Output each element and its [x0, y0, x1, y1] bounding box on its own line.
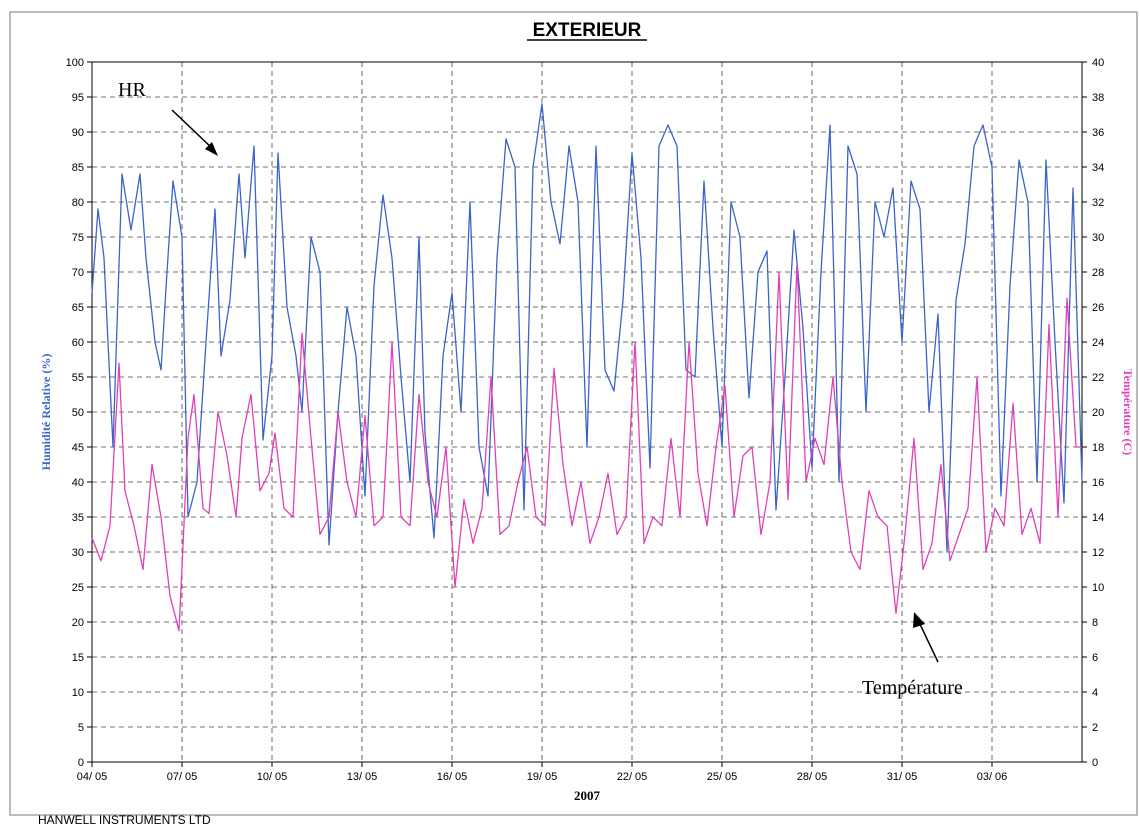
x-tick-label: 28/ 05 — [797, 771, 828, 783]
y-left-tick-label: 0 — [78, 757, 84, 769]
y-right-tick-label: 30 — [1092, 232, 1104, 244]
x-tick-label: 25/ 05 — [707, 771, 738, 783]
y-left-tick-label: 75 — [72, 232, 84, 244]
y-right-tick-label: 40 — [1092, 57, 1104, 69]
x-axis-ticks: 04/ 05 07/ 05 10/ 05 13/ 05 16/ 05 19/ 05 22/ … — [77, 762, 1008, 783]
y-left-tick-label: 40 — [72, 477, 84, 489]
y-right-tick-label: 38 — [1092, 92, 1104, 104]
y-right-tick-label: 6 — [1092, 652, 1098, 664]
y-left-tick-label: 90 — [72, 127, 84, 139]
y-right-tick-label: 16 — [1092, 477, 1104, 489]
temperature-annotation-arrow — [917, 619, 939, 663]
temperature-annotation-label: Température — [862, 677, 963, 699]
footer-text: HANWELL INSTRUMENTS LTD — [38, 813, 211, 827]
y-left-tick-label: 70 — [72, 267, 84, 279]
y-left-tick-label: 80 — [72, 197, 84, 209]
y-right-tick-label: 24 — [1092, 337, 1104, 349]
x-tick-label: 03/ 06 — [977, 771, 1008, 783]
hr-annotation-label: HR — [118, 79, 146, 101]
x-axis-label: 2007 — [574, 788, 601, 803]
y-left-tick-label: 5 — [78, 722, 84, 734]
x-tick-label: 19/ 05 — [527, 771, 558, 783]
series-group — [91, 103, 1083, 632]
y-right-tick-label: 28 — [1092, 267, 1104, 279]
y-left-tick-label: 25 — [72, 582, 84, 594]
temperature-annotation-arrowhead — [913, 612, 925, 628]
y-right-tick-label: 36 — [1092, 127, 1104, 139]
y-left-tick-label: 30 — [72, 547, 84, 559]
y-left-tick-label: 85 — [72, 162, 84, 174]
x-tick-label: 13/ 05 — [347, 771, 378, 783]
y-axis-right-label: Température (C) — [1121, 369, 1135, 455]
y-left-tick-label: 20 — [72, 617, 84, 629]
y-left-tick-label: 45 — [72, 442, 84, 454]
y-right-tick-label: 4 — [1092, 687, 1098, 699]
y-left-tick-label: 10 — [72, 687, 84, 699]
y-right-tick-label: 14 — [1092, 512, 1104, 524]
y-right-tick-label: 32 — [1092, 197, 1104, 209]
x-tick-label: 31/ 05 — [887, 771, 918, 783]
y-left-tick-label: 50 — [72, 407, 84, 419]
y-left-tick-label: 55 — [72, 372, 84, 384]
y-right-tick-label: 26 — [1092, 302, 1104, 314]
temperature-series-line — [91, 262, 1082, 632]
y-right-tick-label: 10 — [1092, 582, 1104, 594]
outer-border — [9, 11, 1138, 816]
y-right-tick-label: 34 — [1092, 162, 1104, 174]
hr-annotation-arrowhead — [205, 142, 218, 156]
y-right-tick-label: 22 — [1092, 372, 1104, 384]
y-right-tick-label: 20 — [1092, 407, 1104, 419]
y-right-tick-label: 18 — [1092, 442, 1104, 454]
y-left-tick-label: 35 — [72, 512, 84, 524]
chart-title: EXTERIEUR — [533, 20, 642, 41]
x-tick-label: 04/ 05 — [77, 771, 108, 783]
y-right-tick-label: 2 — [1092, 722, 1098, 734]
hr-series-line — [91, 103, 1083, 553]
y-axis-left-label: Humidité Relative (%) — [39, 354, 53, 471]
temperature-annotation: Température — [862, 612, 963, 699]
y-left-tick-label: 65 — [72, 302, 84, 314]
x-tick-label: 22/ 05 — [617, 771, 648, 783]
hr-annotation-arrow — [171, 109, 215, 151]
y-left-tick-label: 60 — [72, 337, 84, 349]
y-left-tick-label: 15 — [72, 652, 84, 664]
x-tick-label: 07/ 05 — [167, 771, 198, 783]
y-left-tick-label: 95 — [72, 92, 84, 104]
y-right-tick-label: 8 — [1092, 617, 1098, 629]
y-right-tick-label: 0 — [1092, 757, 1098, 769]
y-left-tick-label: 100 — [66, 57, 84, 69]
y-axis-left-ticks: 0 5 10 15 20 25 30 35 40 45 50 55 60 65 70 75 80 85 90 95 10… — [66, 57, 92, 769]
y-right-tick-label: 12 — [1092, 547, 1104, 559]
hr-annotation: HR — [118, 79, 218, 156]
x-tick-label: 10/ 05 — [257, 771, 288, 783]
x-tick-label: 16/ 05 — [437, 771, 468, 783]
grid — [92, 62, 1082, 762]
